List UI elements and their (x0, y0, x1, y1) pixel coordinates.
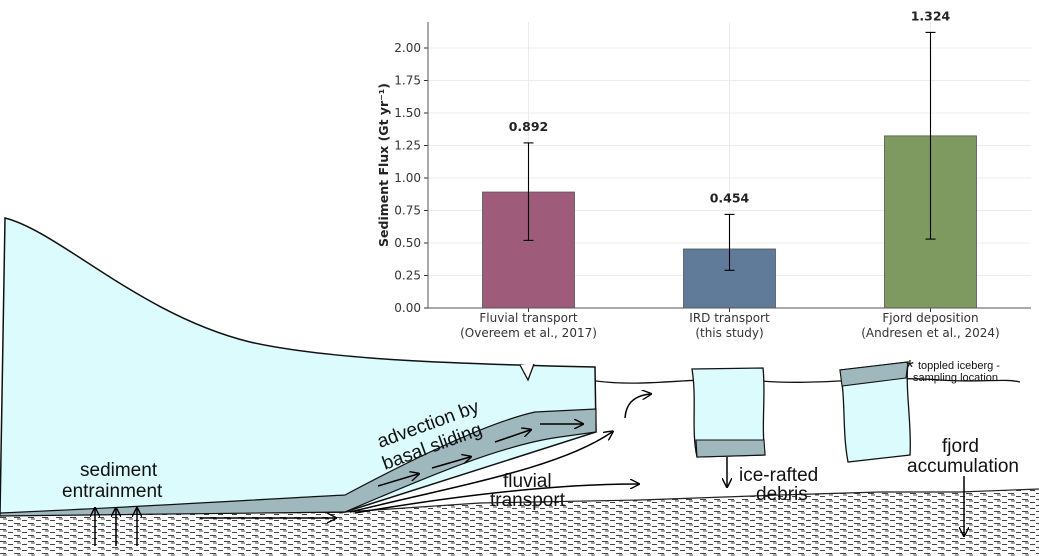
note-line2: sampling location (913, 372, 998, 384)
y-tick-label: 1.00 (394, 171, 421, 185)
sediment-flux-chart: 0.00 0.25 0.50 0.75 1.00 1.25 1.50 1.75 2.00 0.89… (376, 8, 1031, 340)
y-tick-label: 0.50 (394, 236, 421, 250)
label-fjord-line1: fjord (942, 436, 979, 457)
note-line1: toppled iceberg - (918, 360, 1000, 372)
x-tick-label: IRD transport (689, 311, 770, 325)
iceberg-toppled-debris (839, 361, 909, 387)
label-sediment-line1: sediment (80, 460, 158, 481)
debris-band (0, 408, 597, 517)
x-tick-label: (this study) (695, 326, 763, 340)
y-tick-label: 1.75 (394, 74, 421, 88)
y-tick-label: 0.75 (394, 204, 421, 218)
y-tick-label: 2.00 (394, 41, 421, 55)
iceberg-toppled (839, 361, 911, 463)
data-label: 0.454 (710, 190, 750, 205)
seafloor-sediment (0, 489, 1039, 556)
flow-arrow (494, 430, 530, 443)
y-tick-label: 0.25 (394, 269, 421, 283)
x-tick-label: (Overeem et al., 2017) (460, 326, 597, 340)
data-label: 0.892 (509, 119, 549, 134)
flow-arrow (431, 457, 470, 469)
bar (482, 191, 575, 309)
water-surface (595, 378, 1021, 384)
x-tick-label: Fjord deposition (882, 311, 978, 325)
note-star: * (906, 357, 914, 379)
y-tick-label: 0.00 (394, 301, 421, 315)
label-fjord-line2: accumulation (907, 456, 1019, 477)
y-axis-label: Sediment Flux (Gt yr⁻¹) (376, 83, 391, 247)
label-ird-line1: ice-rafted (739, 465, 818, 486)
fluvial-arrow (349, 432, 612, 513)
label-ird-line2: debris (756, 484, 808, 505)
fluvial-arrow (624, 394, 650, 419)
x-tick-label: (Andresen et al., 2024) (861, 326, 999, 340)
x-tick-label: Fluvial transport (479, 311, 578, 325)
data-label: 1.324 (911, 8, 951, 23)
crevasse (519, 363, 535, 382)
label-fluvial-line1: fluvial (503, 471, 552, 492)
iceberg-ird-debris (695, 439, 766, 458)
label-sediment-line2: entrainment (62, 481, 163, 502)
glacier-body (0, 217, 597, 516)
flow-arrow (377, 474, 418, 487)
fluvial-arrow (354, 484, 638, 514)
label-fluvial-line2: transport (490, 490, 566, 511)
y-tick-label: 1.50 (394, 106, 421, 120)
y-tick-label: 1.25 (394, 139, 421, 153)
